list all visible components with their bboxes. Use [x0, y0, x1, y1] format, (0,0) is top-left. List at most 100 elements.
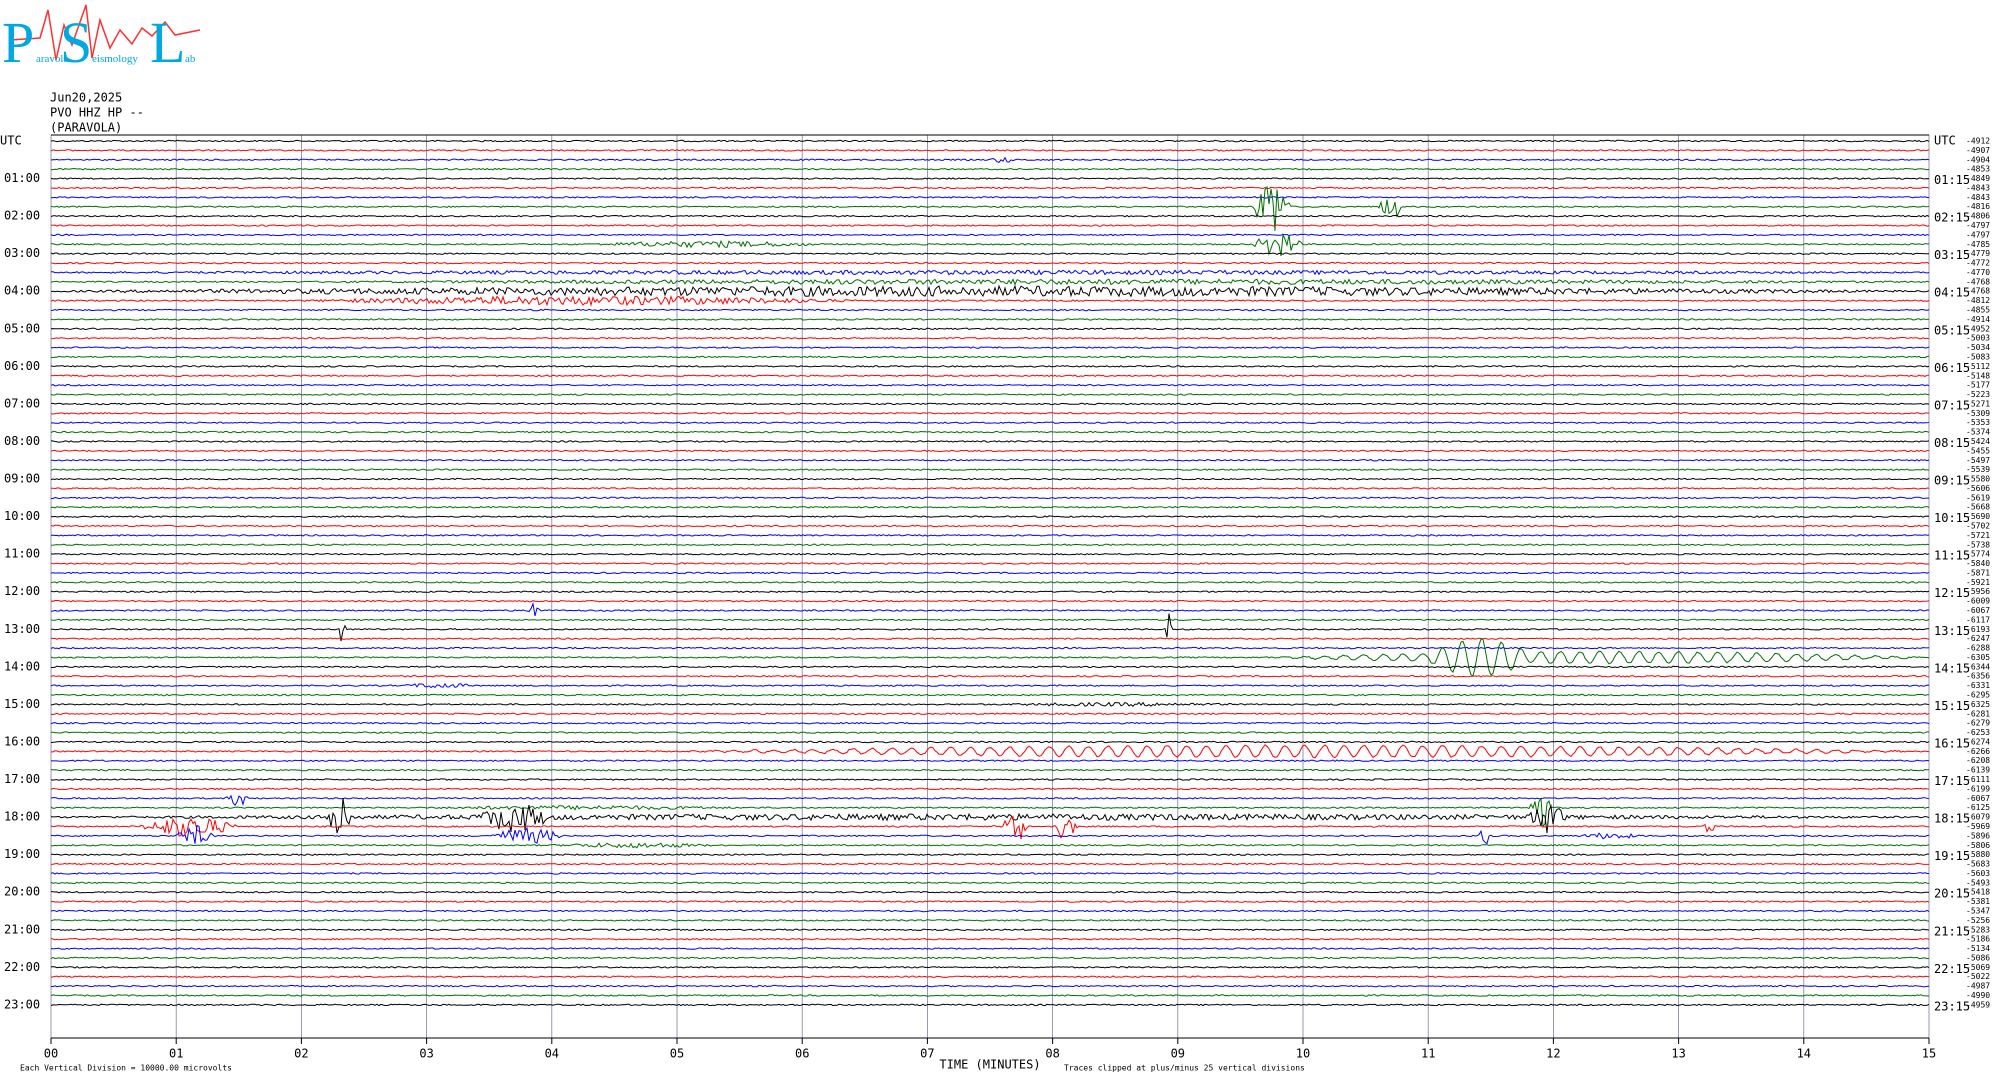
- trace: [50, 156, 1930, 163]
- trace: [50, 947, 1930, 950]
- trace: [50, 862, 1929, 866]
- trace-offset: -4768: [1966, 277, 1990, 286]
- right-time-label: 17:15: [1934, 774, 1970, 788]
- trace: [50, 909, 1930, 913]
- logo-word: ab: [185, 53, 196, 65]
- trace: [50, 740, 1930, 744]
- trace: [50, 797, 1930, 834]
- left-time-label: 12:00: [4, 584, 40, 598]
- trace-offset: -5497: [1966, 456, 1990, 465]
- trace: [50, 421, 1930, 424]
- trace-offset: -5690: [1966, 512, 1990, 521]
- trace: [50, 177, 1930, 180]
- trace-offset: -6111: [1966, 775, 1990, 784]
- trace: [50, 374, 1930, 377]
- trace-offset: -6079: [1966, 813, 1990, 822]
- trace: [51, 613, 1930, 642]
- trace-offset: -5022: [1966, 972, 1990, 981]
- left-time-label: 13:00: [4, 622, 40, 636]
- trace: [50, 505, 1930, 509]
- x-tick-label: 06: [795, 1047, 809, 1061]
- trace-offset: -6067: [1966, 606, 1990, 615]
- trace-offset: -5069: [1966, 963, 1990, 972]
- right-time-label: 19:15: [1934, 849, 1970, 863]
- trace: [51, 458, 1930, 462]
- trace-offset: -5112: [1966, 362, 1990, 371]
- trace-offset: -5683: [1966, 860, 1990, 869]
- trace: [50, 637, 1930, 640]
- right-time-label: 01:15: [1934, 173, 1970, 187]
- clip-note: Traces clipped at plus/minus 25 vertical…: [1064, 1064, 1305, 1073]
- trace: [51, 665, 1930, 669]
- trace: [50, 534, 1930, 537]
- trace: [50, 186, 1930, 190]
- trace: [50, 468, 1930, 471]
- trace: [51, 487, 1930, 490]
- trace-offset: -5871: [1966, 568, 1990, 577]
- trace-offset: -5256: [1966, 916, 1990, 925]
- scale-note: Each Vertical Division = 10000.00 microv…: [20, 1064, 232, 1073]
- logo-word: eismology: [92, 53, 138, 65]
- trace: [50, 824, 1930, 845]
- trace: [51, 346, 1930, 349]
- trace-offset: -5034: [1966, 343, 1990, 352]
- trace-offset: -5003: [1966, 334, 1990, 343]
- trace: [50, 233, 1930, 237]
- trace-offset: -6009: [1966, 597, 1990, 606]
- trace-offset: -6117: [1966, 615, 1990, 624]
- trace-offset: -4907: [1966, 146, 1990, 155]
- left-time-label: 10:00: [4, 509, 40, 523]
- left-time-label: 18:00: [4, 810, 40, 824]
- channel: PVO HHZ HP --: [50, 106, 144, 120]
- trace-offset: -6193: [1966, 625, 1990, 634]
- trace: [50, 294, 1930, 307]
- right-time-label: 15:15: [1934, 699, 1970, 713]
- trace: [50, 571, 1930, 575]
- x-tick-label: 13: [1671, 1047, 1685, 1061]
- trace-offset: -4812: [1966, 296, 1990, 305]
- trace: [50, 797, 1930, 829]
- trace: [50, 543, 1930, 547]
- left-time-label: 07:00: [4, 396, 40, 410]
- trace: [50, 562, 1930, 565]
- x-tick-label: 02: [294, 1047, 308, 1061]
- date: Jun20,2025: [50, 91, 122, 105]
- trace-offset: -4952: [1966, 324, 1990, 333]
- trace-offset: -6279: [1966, 719, 1990, 728]
- trace-offset: -5619: [1966, 493, 1990, 502]
- trace: [50, 336, 1930, 340]
- trace-offset: -4843: [1966, 193, 1990, 202]
- left-time-label: 08:00: [4, 434, 40, 448]
- trace: [50, 956, 1930, 960]
- logo-letter: L: [150, 10, 185, 75]
- trace: [50, 449, 1929, 453]
- trace: [50, 919, 1930, 922]
- right-time-label: 22:15: [1934, 962, 1970, 976]
- trace: [50, 984, 1930, 988]
- x-tick-label: 03: [419, 1047, 433, 1061]
- trace-offset: -6253: [1966, 728, 1990, 737]
- trace: [50, 618, 1930, 622]
- trace-offset: -5086: [1966, 953, 1990, 962]
- trace-offset: -5603: [1966, 869, 1990, 878]
- trace: [50, 515, 1930, 518]
- left-time-label: 11:00: [4, 547, 40, 561]
- trace-offset: -4770: [1966, 268, 1990, 277]
- right-time-label: 04:15: [1934, 286, 1970, 300]
- trace-offset: -6295: [1966, 691, 1990, 700]
- trace: [50, 778, 1929, 781]
- x-tick-label: 15: [1922, 1047, 1936, 1061]
- x-tick-label: 14: [1797, 1047, 1811, 1061]
- trace-offset: -6356: [1966, 672, 1990, 681]
- trace: [51, 731, 1929, 734]
- left-time-label: 23:00: [4, 997, 40, 1011]
- trace-offset: -5806: [1966, 841, 1990, 850]
- trace-offset: -5606: [1966, 484, 1990, 493]
- x-tick-label: 01: [169, 1047, 183, 1061]
- trace-offset: -6125: [1966, 803, 1990, 812]
- trace-offset: -5493: [1966, 878, 1990, 887]
- x-tick-label: 12: [1546, 1047, 1560, 1061]
- logo: P S L aravola eismology ab: [2, 4, 201, 75]
- trace-offset: -5880: [1966, 850, 1990, 859]
- trace: [51, 853, 1930, 856]
